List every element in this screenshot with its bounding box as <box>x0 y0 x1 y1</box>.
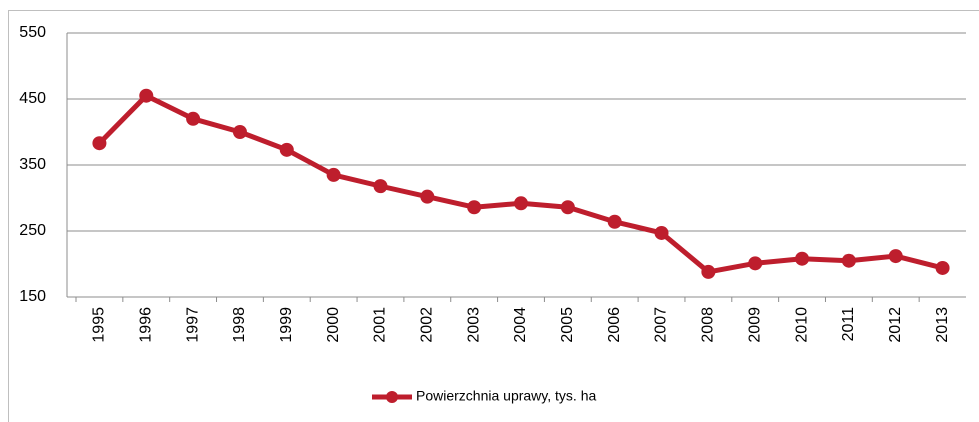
data-point <box>654 225 669 240</box>
data-point <box>467 200 482 215</box>
y-tick-label: 250 <box>19 222 46 239</box>
x-tick-label: 1997 <box>184 307 201 343</box>
x-tick-label: 2011 <box>840 307 857 342</box>
x-tick-label: 2008 <box>700 307 717 343</box>
x-tick-label: 2004 <box>512 307 529 343</box>
x-tick-label: 1999 <box>278 307 295 343</box>
x-tick-label: 2005 <box>559 307 576 343</box>
data-point <box>139 88 154 103</box>
data-point <box>841 253 856 268</box>
x-tick-label: 2002 <box>419 307 436 343</box>
data-point <box>514 196 528 211</box>
x-tick-label: 2010 <box>793 307 810 343</box>
legend-label: Powierzchnia uprawy, tys. ha <box>416 388 596 404</box>
data-point <box>795 251 810 266</box>
x-tick-label: 1996 <box>137 307 154 343</box>
x-tick-label: 2006 <box>606 307 623 343</box>
data-point <box>748 256 763 271</box>
data-point <box>186 111 201 126</box>
data-point <box>701 264 716 279</box>
x-tick-label: 2001 <box>372 307 389 343</box>
series-line <box>97 93 944 275</box>
x-tick-label: 2000 <box>325 307 342 343</box>
legend-key-marker <box>386 391 398 403</box>
x-tick-label: 2012 <box>887 307 904 343</box>
data-point <box>232 125 247 139</box>
y-tick-label: 350 <box>19 156 46 173</box>
data-point <box>92 136 107 151</box>
x-tick-label: 2009 <box>746 307 763 343</box>
y-tick-label: 550 <box>19 24 46 41</box>
data-point <box>373 179 388 194</box>
x-tick-label: 2007 <box>653 307 670 343</box>
y-tick-label: 450 <box>19 90 46 107</box>
data-point <box>560 200 575 215</box>
data-point <box>326 167 341 182</box>
data-point <box>607 214 622 229</box>
data-point <box>420 189 435 204</box>
x-tick-label: 1995 <box>91 307 108 343</box>
data-point <box>935 260 950 275</box>
x-tick-label: 2003 <box>465 307 482 343</box>
x-tick-label: 1998 <box>231 307 248 343</box>
data-point <box>279 142 294 157</box>
x-tick-label: 2013 <box>934 307 951 343</box>
chart-border <box>8 10 979 422</box>
y-tick-label: 150 <box>19 288 46 305</box>
data-point <box>888 249 903 264</box>
